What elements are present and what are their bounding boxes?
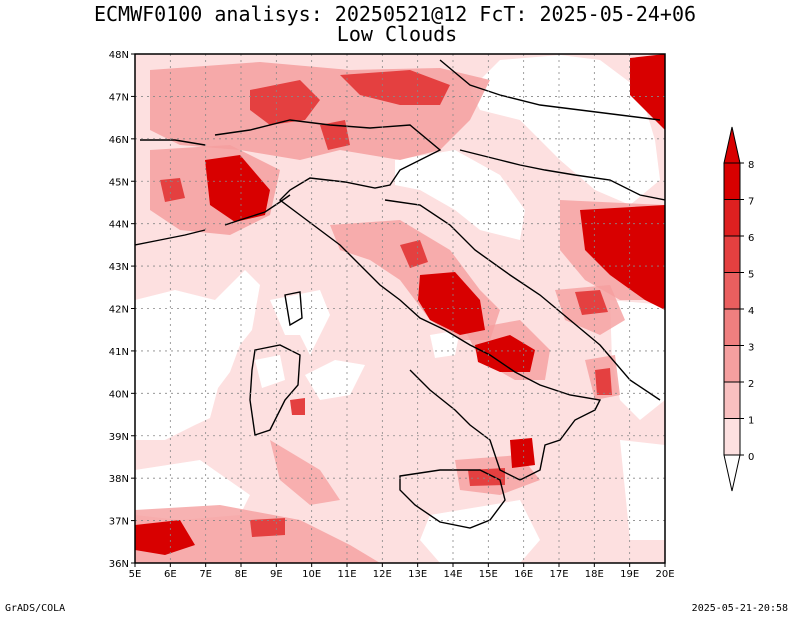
x-tick-label: 6E bbox=[164, 569, 177, 580]
x-tick-label: 15E bbox=[479, 569, 498, 580]
colorbar: 0 1 2 3 4 5 6 7 8 bbox=[723, 126, 754, 492]
colorbar-bin bbox=[723, 199, 741, 237]
chart-title: ECMWF0100 analisys: 20250521@12 FcT: 202… bbox=[93, 2, 697, 26]
x-tick-label: 5E bbox=[129, 569, 142, 580]
x-tick-label: 14E bbox=[443, 569, 462, 580]
x-tick-label: 18E bbox=[585, 569, 604, 580]
x-tick-label: 9E bbox=[270, 569, 283, 580]
y-tick-label: 47N bbox=[109, 92, 129, 103]
x-tick-label: 19E bbox=[620, 569, 639, 580]
y-tick-label: 38N bbox=[109, 474, 129, 485]
colorbar-label: 5 bbox=[748, 270, 754, 281]
y-tick-label: 37N bbox=[109, 517, 129, 528]
colorbar-bin bbox=[723, 162, 741, 200]
colorbar-label: 0 bbox=[748, 452, 754, 463]
colorbar-bin bbox=[723, 418, 741, 456]
colorbar-bin bbox=[723, 345, 741, 383]
colorbar-bin bbox=[723, 235, 741, 273]
colorbar-min-arrow bbox=[723, 454, 741, 492]
colorbar-label: 8 bbox=[748, 160, 754, 171]
y-tick-label: 48N bbox=[109, 50, 129, 61]
y-tick-label: 36N bbox=[109, 559, 129, 570]
colorbar-label: 1 bbox=[748, 416, 754, 427]
cloud-field bbox=[135, 54, 665, 563]
footer-left: GrADS/COLA bbox=[5, 603, 66, 614]
x-tick-label: 12E bbox=[373, 569, 392, 580]
coastlines-and-borders bbox=[135, 59, 665, 529]
y-tick-label: 39N bbox=[109, 432, 129, 443]
colorbar-bin bbox=[723, 272, 741, 310]
colorbar-bin bbox=[723, 308, 741, 346]
footer-right: 2025-05-21-20:58 bbox=[691, 603, 788, 614]
y-tick-label: 45N bbox=[109, 177, 129, 188]
y-tick-label: 41N bbox=[109, 347, 129, 358]
y-axis: 36N 37N 38N 39N 40N 41N 42N 43N 44N 45N 46N 47N 48N bbox=[109, 50, 135, 570]
colorbar-max-arrow bbox=[723, 126, 741, 164]
x-tick-label: 20E bbox=[655, 569, 674, 580]
colorbar-label: 4 bbox=[748, 306, 754, 317]
x-tick-label: 11E bbox=[337, 569, 356, 580]
colorbar-bin bbox=[723, 381, 741, 419]
x-tick-label: 17E bbox=[549, 569, 568, 580]
x-tick-label: 7E bbox=[199, 569, 212, 580]
y-tick-label: 44N bbox=[109, 220, 129, 231]
x-tick-label: 8E bbox=[235, 569, 248, 580]
colorbar-label: 7 bbox=[748, 197, 754, 208]
y-tick-label: 42N bbox=[109, 305, 129, 316]
x-tick-label: 13E bbox=[408, 569, 427, 580]
grid-lines bbox=[135, 54, 665, 563]
y-tick-label: 46N bbox=[109, 135, 129, 146]
colorbar-label: 2 bbox=[748, 379, 754, 390]
colorbar-label: 3 bbox=[748, 343, 754, 354]
y-tick-label: 43N bbox=[109, 262, 129, 273]
x-tick-label: 16E bbox=[514, 569, 533, 580]
x-tick-label: 10E bbox=[302, 569, 321, 580]
colorbar-label: 6 bbox=[748, 233, 754, 244]
y-tick-label: 40N bbox=[109, 389, 129, 400]
chart-subtitle: Low Clouds bbox=[336, 22, 458, 46]
x-axis: 5E 6E 7E 8E 9E 10E 11E 12E 13E 14E 15E 16E 17E 18E 19E… bbox=[129, 563, 675, 580]
